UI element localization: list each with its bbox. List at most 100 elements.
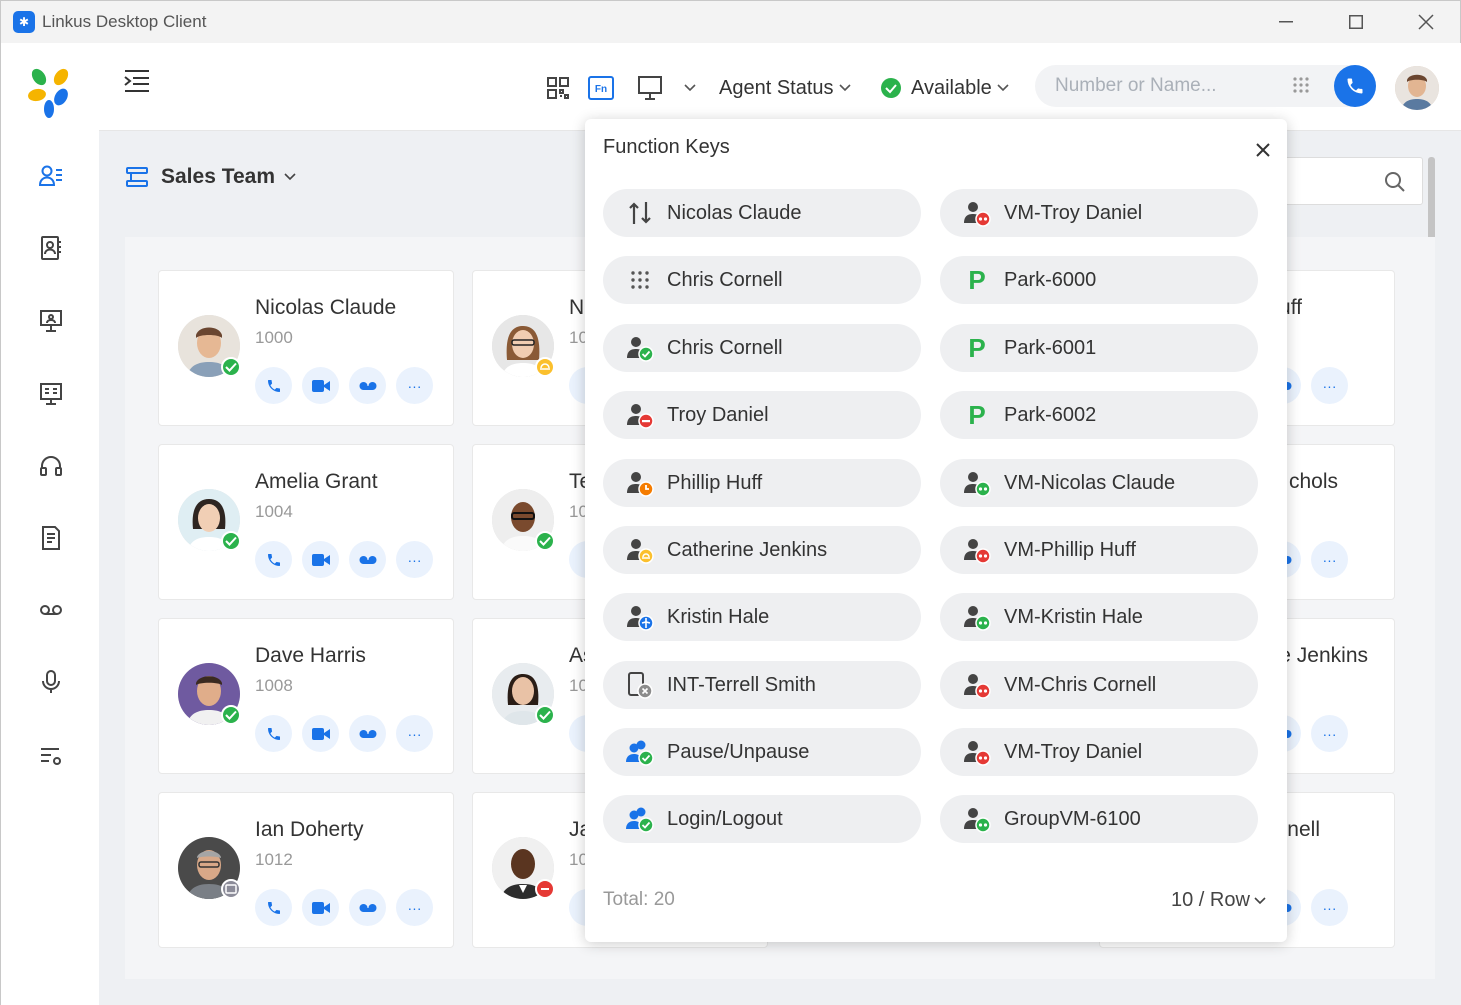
function-key[interactable]: VM-Phillip Huff xyxy=(940,526,1258,574)
per-row-label: 10 / Row xyxy=(1171,889,1250,911)
video-call-icon[interactable] xyxy=(302,367,339,404)
nav-recordings-icon[interactable] xyxy=(36,667,66,697)
function-key[interactable]: VM-Nicolas Claude xyxy=(940,459,1258,507)
function-keys-icon[interactable]: Fn xyxy=(588,73,614,103)
function-key[interactable]: Nicolas Claude xyxy=(603,189,921,237)
call-button[interactable] xyxy=(1334,65,1376,107)
group-selector[interactable]: Sales Team xyxy=(125,165,297,189)
busy-badge-icon xyxy=(535,879,555,899)
collapse-menu-icon[interactable] xyxy=(123,69,151,98)
total-count: Total: 20 xyxy=(603,889,675,910)
close-icon[interactable] xyxy=(1249,136,1277,164)
function-key[interactable]: Login/Logout xyxy=(603,795,921,843)
linkus-logo xyxy=(27,63,73,119)
more-options-icon[interactable]: ··· xyxy=(1311,889,1348,926)
function-key[interactable]: GroupVM-6100 xyxy=(940,795,1258,843)
voicemail-green-icon xyxy=(962,602,992,632)
more-options-icon[interactable]: ··· xyxy=(396,541,433,578)
contact-card[interactable]: Ian Doherty 1012 ··· xyxy=(158,792,454,948)
video-call-icon[interactable] xyxy=(302,715,339,752)
more-options-icon[interactable]: ··· xyxy=(396,715,433,752)
function-key[interactable]: Catherine Jenkins xyxy=(603,526,921,574)
nav-contacts-icon[interactable] xyxy=(36,161,66,191)
available-badge-icon xyxy=(221,705,241,725)
display-icon[interactable] xyxy=(637,73,697,103)
function-key[interactable]: P Park-6002 xyxy=(940,391,1258,439)
contact-card[interactable]: Nicolas Claude 1000 ··· xyxy=(158,270,454,426)
call-icon[interactable] xyxy=(255,715,292,752)
agent-status-label: Agent Status xyxy=(719,76,834,99)
function-key[interactable]: Chris Cornell xyxy=(603,256,921,304)
nav-voicemail-icon[interactable] xyxy=(36,595,66,625)
function-key-label: Park-6000 xyxy=(1004,268,1097,291)
presence-dropdown[interactable]: Available xyxy=(880,73,1010,103)
contact-card[interactable]: Dave Harris 1008 ··· xyxy=(158,618,454,774)
nav-conference-icon[interactable] xyxy=(36,306,66,336)
voicemail-icon[interactable] xyxy=(349,541,386,578)
function-key[interactable]: VM-Kristin Hale xyxy=(940,593,1258,641)
more-options-icon[interactable]: ··· xyxy=(1311,367,1348,404)
group-name: Sales Team xyxy=(161,165,276,188)
function-key[interactable]: P Park-6000 xyxy=(940,256,1258,304)
video-call-icon[interactable] xyxy=(302,889,339,926)
voicemail-icon[interactable] xyxy=(349,715,386,752)
svg-text:Fn: Fn xyxy=(595,84,607,95)
voicemail-red-icon xyxy=(962,737,992,767)
avatar xyxy=(492,489,554,551)
per-row-selector[interactable]: 10 / Row xyxy=(1171,889,1267,912)
contact-name: chols xyxy=(1288,470,1338,493)
function-key-label: VM-Kristin Hale xyxy=(1004,605,1143,628)
contact-name: Ian Doherty xyxy=(255,818,364,841)
function-key[interactable]: VM-Troy Daniel xyxy=(940,189,1258,237)
function-key-label: VM-Chris Cornell xyxy=(1004,673,1157,696)
qr-code-icon[interactable] xyxy=(547,73,569,103)
park-icon: P xyxy=(968,264,986,295)
nav-phonebook-icon[interactable] xyxy=(36,233,66,263)
video-call-icon[interactable] xyxy=(302,541,339,578)
more-options-icon[interactable]: ··· xyxy=(396,889,433,926)
contact-extension: 10 xyxy=(569,850,588,869)
more-options-icon[interactable]: ··· xyxy=(1311,715,1348,752)
more-options-icon[interactable]: ··· xyxy=(396,367,433,404)
avatar xyxy=(178,489,240,551)
function-key[interactable]: Chris Cornell xyxy=(603,324,921,372)
minimize-button[interactable] xyxy=(1251,1,1321,43)
dial-search-field[interactable]: Number or Name... xyxy=(1035,65,1375,107)
function-key[interactable]: VM-Troy Daniel xyxy=(940,728,1258,776)
nav-settings-icon[interactable] xyxy=(36,741,66,771)
contact-extension: 1012 xyxy=(255,850,293,869)
call-icon[interactable] xyxy=(255,367,292,404)
voicemail-icon[interactable] xyxy=(349,889,386,926)
nav-call-logs-icon[interactable] xyxy=(36,523,66,553)
close-window-button[interactable] xyxy=(1391,1,1461,43)
function-key[interactable]: INT-Terrell Smith xyxy=(603,661,921,709)
dialpad-icon xyxy=(625,265,655,295)
agent-status-dropdown[interactable]: Agent Status xyxy=(719,73,852,103)
function-key[interactable]: Troy Daniel xyxy=(603,391,921,439)
function-key[interactable]: Phillip Huff xyxy=(603,459,921,507)
function-key[interactable]: VM-Chris Cornell xyxy=(940,661,1258,709)
user-avatar[interactable] xyxy=(1395,66,1439,110)
app-icon: ✱ xyxy=(13,11,35,33)
function-key-label: Park-6002 xyxy=(1004,403,1097,426)
call-icon[interactable] xyxy=(255,889,292,926)
contact-card[interactable]: Amelia Grant 1004 ··· xyxy=(158,444,454,600)
available-badge-icon xyxy=(535,705,555,725)
call-icon[interactable] xyxy=(255,541,292,578)
function-key[interactable]: P Park-6001 xyxy=(940,324,1258,372)
top-toolbar: Fn Agent Status Available Number or Name… xyxy=(99,43,1461,131)
search-icon xyxy=(1385,172,1405,192)
nav-monitor-icon[interactable] xyxy=(36,379,66,409)
function-key-label: VM-Nicolas Claude xyxy=(1004,471,1176,494)
blf-busy-icon xyxy=(625,400,655,430)
more-options-icon[interactable]: ··· xyxy=(1311,541,1348,578)
maximize-button[interactable] xyxy=(1321,1,1391,43)
function-key[interactable]: Kristin Hale xyxy=(603,593,921,641)
function-key[interactable]: Pause/Unpause xyxy=(603,728,921,776)
phone-icon xyxy=(1347,78,1363,94)
function-key-label: GroupVM-6100 xyxy=(1004,807,1141,830)
contact-search-field[interactable] xyxy=(1279,157,1423,205)
voicemail-red-icon xyxy=(962,535,992,565)
voicemail-icon[interactable] xyxy=(349,367,386,404)
nav-headset-icon[interactable] xyxy=(36,451,66,481)
